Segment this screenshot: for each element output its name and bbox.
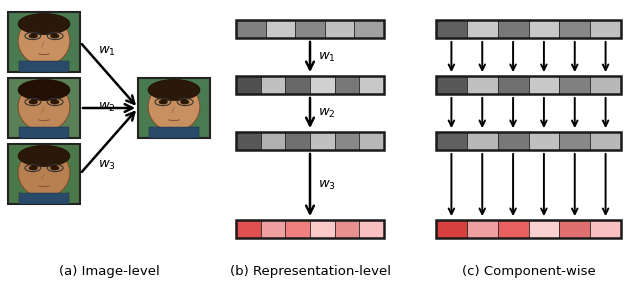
Ellipse shape bbox=[148, 82, 200, 131]
Bar bbox=[335, 76, 359, 94]
Bar bbox=[310, 76, 335, 94]
Bar bbox=[498, 220, 528, 238]
Bar bbox=[436, 220, 467, 238]
Bar bbox=[436, 20, 621, 38]
Ellipse shape bbox=[18, 16, 70, 65]
Ellipse shape bbox=[18, 82, 70, 131]
Bar bbox=[236, 20, 265, 38]
Text: (b) Representation-level: (b) Representation-level bbox=[230, 265, 390, 278]
Bar bbox=[335, 220, 359, 238]
Ellipse shape bbox=[29, 34, 38, 38]
Bar bbox=[560, 76, 590, 94]
Bar bbox=[359, 220, 384, 238]
Bar bbox=[19, 127, 69, 138]
Bar bbox=[261, 76, 285, 94]
Bar bbox=[498, 20, 528, 38]
Bar bbox=[19, 193, 69, 204]
Bar bbox=[310, 220, 335, 238]
Bar bbox=[236, 220, 261, 238]
Bar bbox=[236, 132, 384, 150]
Bar bbox=[261, 220, 285, 238]
Text: $w_3$: $w_3$ bbox=[98, 159, 115, 172]
Bar bbox=[236, 20, 384, 38]
Bar bbox=[359, 132, 384, 150]
Ellipse shape bbox=[29, 100, 38, 104]
Bar bbox=[467, 220, 498, 238]
Bar bbox=[265, 20, 295, 38]
Bar bbox=[436, 76, 621, 94]
Bar bbox=[436, 220, 621, 238]
Bar bbox=[236, 132, 261, 150]
Bar bbox=[528, 20, 560, 38]
Bar bbox=[236, 76, 384, 94]
Bar bbox=[236, 220, 384, 238]
Ellipse shape bbox=[18, 148, 70, 197]
Ellipse shape bbox=[18, 79, 70, 101]
Bar bbox=[285, 76, 310, 94]
Bar bbox=[335, 132, 359, 150]
Ellipse shape bbox=[50, 166, 59, 170]
Bar bbox=[354, 20, 384, 38]
Bar bbox=[359, 76, 384, 94]
Bar bbox=[590, 20, 621, 38]
Text: $w_3$: $w_3$ bbox=[318, 179, 336, 192]
Bar bbox=[285, 220, 310, 238]
Ellipse shape bbox=[18, 14, 70, 35]
Text: $w_1$: $w_1$ bbox=[318, 50, 336, 64]
Text: (a) Image-level: (a) Image-level bbox=[59, 265, 160, 278]
Text: $w_2$: $w_2$ bbox=[318, 107, 336, 120]
Bar bbox=[436, 132, 621, 150]
Bar bbox=[560, 220, 590, 238]
Bar bbox=[590, 132, 621, 150]
Bar bbox=[436, 132, 467, 150]
Bar bbox=[436, 76, 467, 94]
Bar bbox=[261, 132, 285, 150]
Text: (c) Component-wise: (c) Component-wise bbox=[462, 265, 595, 278]
Bar bbox=[560, 132, 590, 150]
Ellipse shape bbox=[18, 145, 70, 166]
Ellipse shape bbox=[159, 100, 168, 104]
Bar bbox=[590, 220, 621, 238]
Bar bbox=[325, 20, 354, 38]
Bar bbox=[528, 76, 560, 94]
Bar bbox=[138, 78, 210, 138]
Bar bbox=[590, 76, 621, 94]
Ellipse shape bbox=[148, 79, 200, 101]
Bar bbox=[436, 20, 467, 38]
Bar bbox=[310, 132, 335, 150]
Bar bbox=[560, 20, 590, 38]
Bar bbox=[528, 132, 560, 150]
Bar bbox=[8, 12, 80, 72]
Bar bbox=[236, 76, 261, 94]
Bar bbox=[498, 132, 528, 150]
Ellipse shape bbox=[50, 34, 59, 38]
Bar bbox=[467, 76, 498, 94]
Text: $w_1$: $w_1$ bbox=[98, 45, 115, 58]
Bar bbox=[8, 144, 80, 204]
Bar bbox=[19, 61, 69, 72]
Bar bbox=[467, 20, 498, 38]
Bar bbox=[467, 132, 498, 150]
Bar bbox=[149, 127, 199, 138]
Ellipse shape bbox=[29, 166, 38, 170]
Bar bbox=[8, 78, 80, 138]
Ellipse shape bbox=[50, 100, 59, 104]
Bar bbox=[285, 132, 310, 150]
Bar bbox=[528, 220, 560, 238]
Ellipse shape bbox=[181, 100, 189, 104]
Bar bbox=[295, 20, 325, 38]
Bar bbox=[498, 76, 528, 94]
Text: $w_2$: $w_2$ bbox=[98, 101, 115, 113]
